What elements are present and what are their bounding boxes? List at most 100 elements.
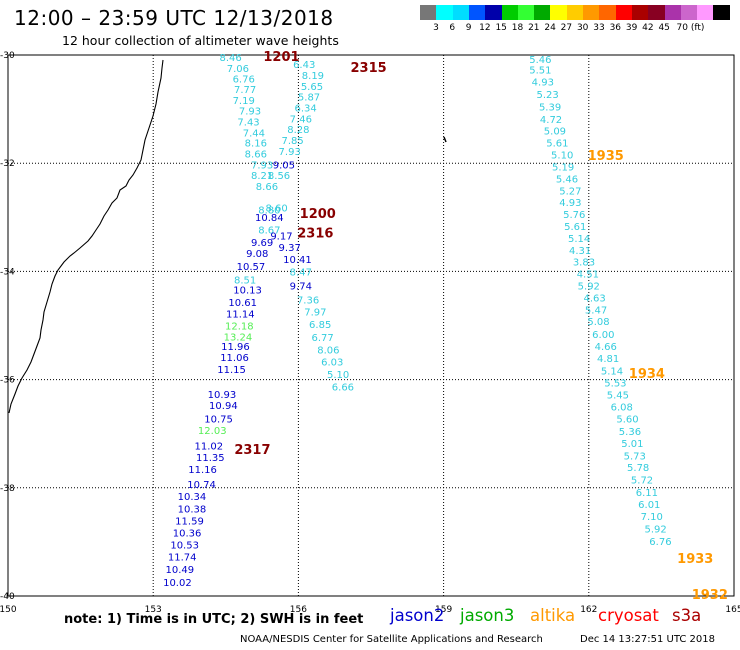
pass-time-label: 1933 — [677, 552, 713, 567]
wave-height-value: 4.81 — [597, 354, 619, 365]
wave-height-value: 6.00 — [592, 330, 614, 341]
wave-height-value: 6.66 — [332, 383, 354, 394]
wave-height-value: 7.10 — [641, 512, 663, 523]
wave-height-value: 10.94 — [209, 401, 238, 412]
wave-height-value: 6.03 — [321, 358, 343, 369]
wave-height-value: 11.14 — [226, 310, 255, 321]
wave-height-value: 10.38 — [178, 504, 207, 515]
wave-height-value: 10.13 — [233, 285, 262, 296]
wave-height-value: 11.15 — [217, 365, 246, 376]
legend-label: 36 — [609, 23, 622, 33]
wave-height-value: 6.11 — [636, 488, 658, 499]
wave-height-value: 5.39 — [539, 102, 561, 113]
x-tick-label: 156 — [290, 605, 307, 615]
map-frame — [7, 54, 735, 597]
wave-height-value: 5.19 — [552, 162, 574, 173]
satellite-jason2: jason2 — [390, 606, 445, 625]
legend-label: 42 — [642, 23, 654, 33]
wave-height-value: 7.43 — [237, 118, 259, 129]
wave-height-value: 7.46 — [290, 114, 312, 125]
island-marker — [443, 136, 447, 143]
wave-height-value: 8.56 — [268, 171, 290, 182]
satellite-cryosat: cryosat — [598, 606, 659, 625]
pass-time-label: 2315 — [350, 61, 386, 76]
y-tick-label: -36 — [0, 376, 15, 386]
x-tick-label: 159 — [435, 605, 452, 615]
wave-height-value: 7.77 — [234, 85, 256, 96]
wave-height-value: 6.85 — [309, 320, 331, 331]
wave-height-value: 8.66 — [256, 182, 278, 193]
coastline — [8, 59, 164, 414]
wave-height-value: 8.28 — [287, 125, 309, 136]
wave-height-value: 8.47 — [290, 267, 312, 278]
wave-height-value: 5.14 — [601, 366, 623, 377]
wave-height-value: 10.75 — [204, 415, 233, 426]
wave-height-value: 5.65 — [301, 82, 323, 93]
wave-height-value: 5.92 — [578, 281, 600, 292]
note-text: note: 1) Time is in UTC; 2) SWH is in fe… — [64, 612, 364, 627]
legend-swatch — [713, 5, 731, 20]
legend-swatch — [680, 5, 698, 20]
wave-height-value: 7.44 — [243, 128, 265, 139]
pass-time-label: 1201 — [263, 50, 299, 65]
y-tick-label: -32 — [0, 159, 15, 169]
wave-height-value: 4.72 — [540, 115, 562, 126]
legend-label: 45 — [658, 23, 670, 33]
legend-label: 9 — [465, 23, 472, 33]
legend-label: 6 — [449, 23, 456, 33]
pass-time-label: 1935 — [588, 149, 624, 164]
satellite-jason3: jason3 — [460, 606, 515, 625]
legend-label: 70 (ft) — [676, 23, 705, 33]
wave-height-value: 11.59 — [175, 516, 204, 527]
wave-height-value: 5.87 — [298, 93, 320, 104]
wave-height-value: 7.06 — [227, 64, 249, 75]
legend-label: 18 — [511, 23, 524, 33]
legend-swatch — [697, 5, 715, 20]
footer-timestamp: Dec 14 13:27:51 UTC 2018 — [580, 634, 715, 645]
legend-swatch — [631, 5, 649, 20]
satellite-s3a: s3a — [672, 606, 702, 625]
pass-time-labels: 1201 2315 1200 2316 1935 1934 2317 1933 1932 — [234, 50, 728, 603]
wave-height-value: 5.27 — [559, 186, 581, 197]
wave-height-value: 6.76 — [649, 537, 671, 548]
wave-height-value: 12.18 — [225, 322, 254, 333]
wave-height-value: 8.16 — [245, 139, 267, 150]
legend-swatch — [599, 5, 617, 20]
legend-swatch — [615, 5, 633, 20]
legend-label: 15 — [495, 23, 507, 33]
x-tick-label: 150 — [0, 605, 17, 615]
wave-height-value: 5.78 — [627, 463, 649, 474]
wave-height-value: 9.69 — [251, 238, 273, 249]
pass-time-label: 1200 — [300, 207, 336, 222]
wave-height-value: 10.57 — [237, 262, 266, 273]
wave-height-value: 8.21 — [251, 171, 273, 182]
wave-height-value: 8.66 — [245, 149, 267, 160]
wave-height-value: 8.80 — [258, 206, 280, 217]
wave-height-value: 3.83 — [573, 258, 595, 269]
wave-height-value: 9.74 — [290, 281, 312, 292]
wave-height-value: 5.45 — [607, 391, 629, 402]
wave-height-value: 6.43 — [293, 60, 315, 71]
legend-swatch — [485, 5, 503, 20]
wave-height-value: 5.76 — [563, 210, 585, 221]
wave-height-value: 12.03 — [198, 426, 227, 437]
legend-label: 24 — [544, 23, 556, 33]
wave-height-value: 8.46 — [220, 53, 242, 64]
wave-height-value: 5.60 — [616, 415, 638, 426]
legend-swatch — [648, 5, 666, 20]
wave-height-value: 7.93 — [239, 107, 261, 118]
wave-height-value: 5.53 — [604, 378, 626, 389]
wave-height-value: 5.10 — [327, 370, 349, 381]
wave-height-value: 10.93 — [208, 390, 237, 401]
wave-height-value: 6.77 — [311, 333, 333, 344]
pass-time-label: 1934 — [629, 367, 665, 382]
wave-height-value: 7.93 — [251, 160, 273, 171]
legend-label: 3 — [433, 23, 439, 33]
legend-label: 27 — [560, 23, 573, 33]
wave-height-value: 5.08 — [587, 317, 609, 328]
wave-height-value: 5.61 — [546, 139, 568, 150]
legend-swatch — [583, 5, 600, 20]
pass-time-label: 2317 — [234, 443, 270, 458]
wave-height-value: 4.31 — [569, 246, 591, 257]
